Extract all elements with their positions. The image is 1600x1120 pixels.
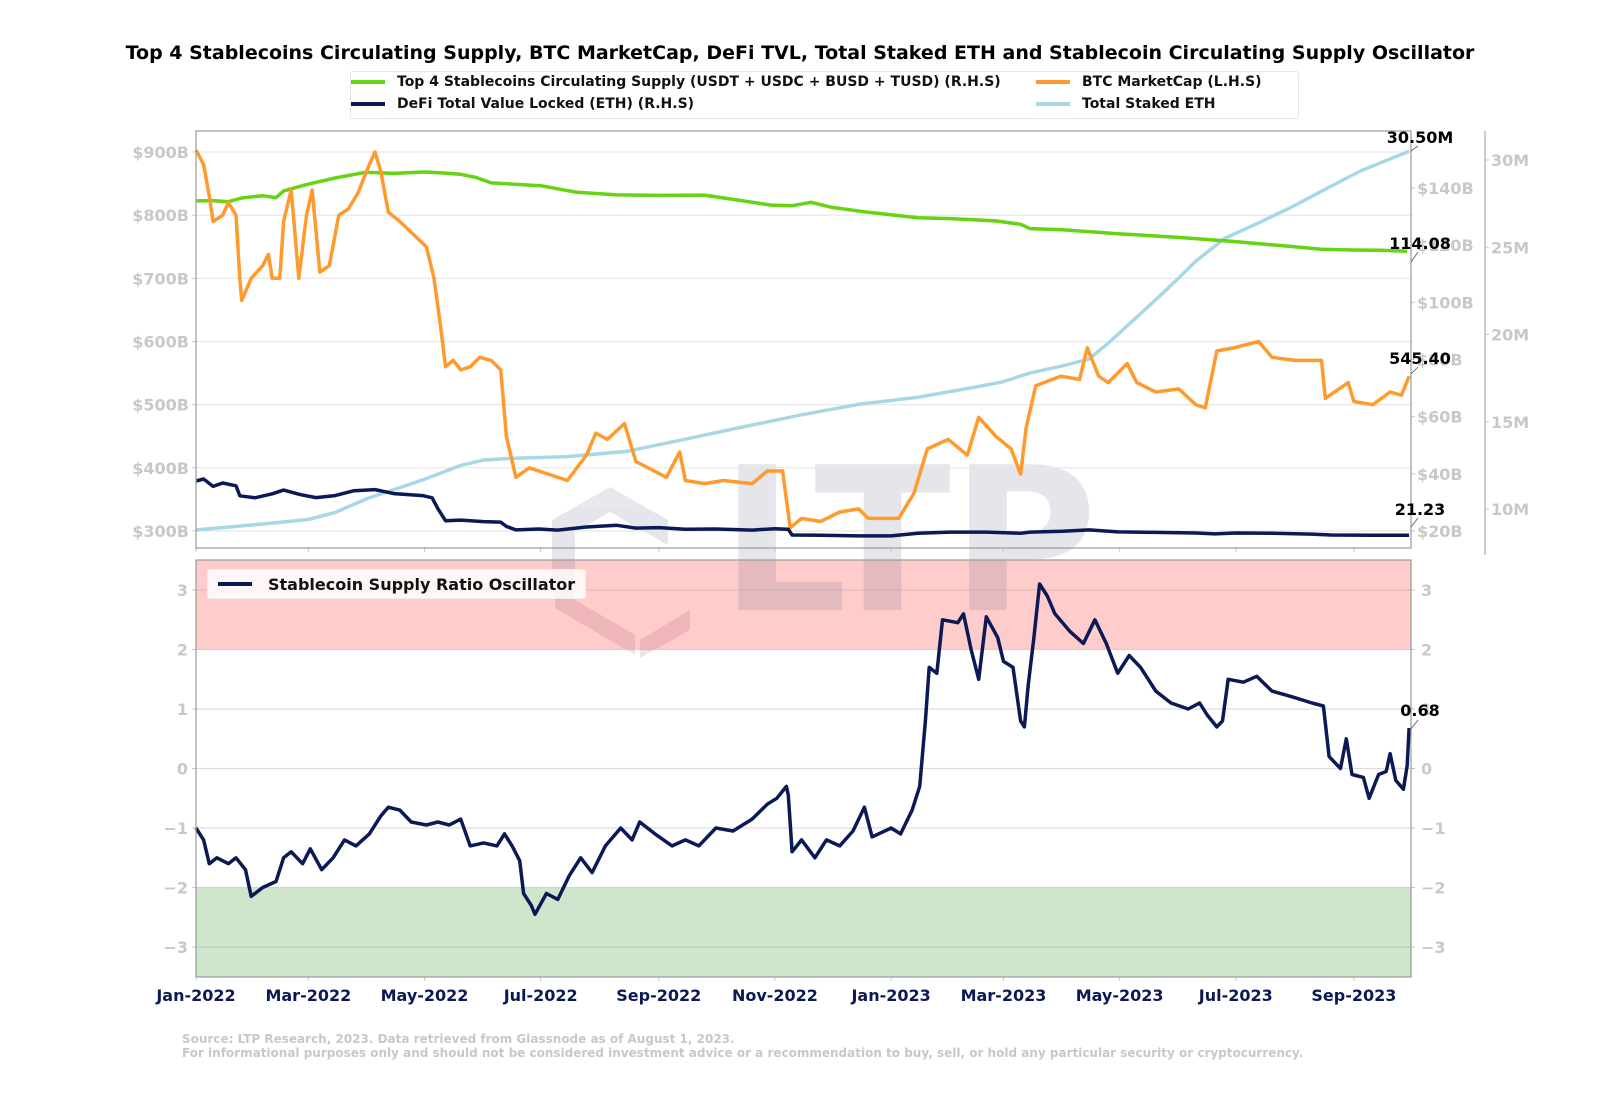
- osc-right-tick-label: 2: [1421, 641, 1432, 660]
- right-inner-axis-tick-label: $100B: [1417, 293, 1474, 312]
- osc-right-tick-label: −3: [1421, 938, 1446, 957]
- annotation-arrow: [1410, 366, 1419, 375]
- right-outer-axis-tick-label: 30M: [1491, 151, 1529, 170]
- osc-right-tick-label: −1: [1421, 819, 1446, 838]
- oscillator-legend-swatch: [218, 582, 252, 586]
- annotation-arrow: [1410, 145, 1419, 152]
- staked-eth-line: [195, 149, 1410, 532]
- osc-left-tick-label: −2: [163, 879, 188, 898]
- legend-swatch-defi: [351, 102, 385, 106]
- chart-title: Top 4 Stablecoins Circulating Supply, BT…: [125, 42, 1475, 64]
- left-axis-tick-label: $300B: [132, 522, 189, 541]
- x-axis-tick-label: Jan-2022: [155, 986, 235, 1005]
- left-axis-tick-label: $700B: [132, 269, 189, 288]
- right-inner-axis-tick-label: $140B: [1417, 179, 1474, 198]
- footer-disclaimer: For informational purposes only and shou…: [182, 1046, 1304, 1060]
- watermark-logo-shape-2: [555, 590, 635, 655]
- legend-label-staked: Total Staked ETH: [1082, 96, 1216, 112]
- legend-label-btc: BTC MarketCap (L.H.S): [1082, 74, 1262, 90]
- legend-swatch-btc: [1036, 80, 1070, 84]
- annotation-arrow: [1410, 517, 1419, 528]
- osc-right-tick-label: 1: [1421, 700, 1432, 719]
- right-inner-axis-tick-label: $80B: [1417, 351, 1463, 370]
- right-outer-axis-tick-label: 25M: [1491, 238, 1529, 257]
- oscillator-last-value: 0.68: [1400, 701, 1439, 720]
- legend-item-stablecoin: Top 4 Stablecoins Circulating Supply (US…: [351, 74, 1001, 90]
- watermark-text: LTP: [720, 425, 1097, 658]
- legend-item-staked: Total Staked ETH: [1036, 96, 1216, 112]
- x-axis-tick-label: Nov-2022: [732, 986, 818, 1005]
- bottom-panel-frame: [195, 559, 1412, 978]
- x-axis-tick-label: Mar-2023: [961, 986, 1047, 1005]
- x-axis-tick-label: Jul-2022: [503, 986, 578, 1005]
- oscillator-line: [194, 582, 1411, 917]
- osc-left-tick-label: −1: [163, 819, 188, 838]
- right-inner-axis-tick-label: $120B: [1417, 236, 1474, 255]
- defi-last-value: 21.23: [1395, 500, 1446, 519]
- osc-left-tick-label: 2: [177, 641, 188, 660]
- legend-swatch-staked: [1036, 102, 1070, 106]
- x-axis-tick-label: Mar-2022: [265, 986, 351, 1005]
- legend-item-defi: DeFi Total Value Locked (ETH) (R.H.S): [351, 96, 694, 112]
- btc-marketcap-line: [194, 149, 1411, 530]
- x-axis-tick-label: May-2022: [381, 986, 469, 1005]
- oversold-band: [196, 887, 1411, 977]
- x-axis-tick-label: Sep-2022: [616, 986, 701, 1005]
- main-legend: Top 4 Stablecoins Circulating Supply (US…: [350, 71, 1299, 119]
- osc-right-tick-label: −2: [1421, 879, 1446, 898]
- watermark-logo-shape-1: [552, 487, 668, 600]
- osc-left-tick-label: 1: [177, 700, 188, 719]
- left-axis-tick-label: $900B: [132, 143, 189, 162]
- osc-left-tick-label: −3: [163, 938, 188, 957]
- right-inner-axis-tick-label: $60B: [1417, 408, 1463, 427]
- stablecoin-supply-line: [195, 170, 1408, 253]
- annotation-arrow: [1410, 251, 1419, 263]
- osc-right-tick-label: 0: [1421, 760, 1432, 779]
- x-axis-tick-label: Jan-2023: [850, 986, 930, 1005]
- btc-last-value: 545.40: [1389, 349, 1451, 368]
- right-inner-axis-tick-label: $40B: [1417, 465, 1463, 484]
- right-outer-axis-tick-label: 15M: [1491, 413, 1529, 432]
- osc-right-tick-label: 3: [1421, 581, 1432, 600]
- x-axis-tick-label: May-2023: [1076, 986, 1164, 1005]
- ltp-watermark: LTP: [552, 425, 1097, 658]
- oscillator-legend-label: Stablecoin Supply Ratio Oscillator: [268, 574, 576, 594]
- left-axis-tick-label: $400B: [132, 459, 189, 478]
- left-axis-tick-label: $500B: [132, 396, 189, 415]
- right-outer-axis-tick-label: 20M: [1491, 326, 1529, 345]
- left-axis-tick-label: $600B: [132, 333, 189, 352]
- left-axis-tick-label: $800B: [132, 206, 189, 225]
- oscillator-legend: Stablecoin Supply Ratio Oscillator: [207, 569, 587, 599]
- stablecoin-last-value: 114.08: [1389, 234, 1451, 253]
- x-axis-tick-label: Sep-2023: [1311, 986, 1396, 1005]
- watermark-logo-shape-3: [640, 610, 690, 658]
- right-inner-axis-tick-label: $20B: [1417, 522, 1463, 541]
- legend-swatch-stablecoin: [351, 80, 385, 84]
- osc-left-tick-label: 3: [177, 581, 188, 600]
- annotation-arrow: [1410, 719, 1419, 730]
- top-panel-frame: [195, 130, 1412, 549]
- defi-tvl-line: [195, 477, 1410, 538]
- legend-item-btc: BTC MarketCap (L.H.S): [1036, 74, 1262, 90]
- legend-label-defi: DeFi Total Value Locked (ETH) (R.H.S): [397, 96, 695, 112]
- right-outer-axis-tick-label: 10M: [1491, 500, 1529, 519]
- osc-left-tick-label: 0: [177, 760, 188, 779]
- legend-label-stablecoin: Top 4 Stablecoins Circulating Supply (US…: [397, 74, 1001, 90]
- footer-source: Source: LTP Research, 2023. Data retriev…: [182, 1032, 735, 1046]
- staked-eth-last-value: 30.50M: [1387, 128, 1454, 147]
- x-axis-tick-label: Jul-2023: [1198, 986, 1273, 1005]
